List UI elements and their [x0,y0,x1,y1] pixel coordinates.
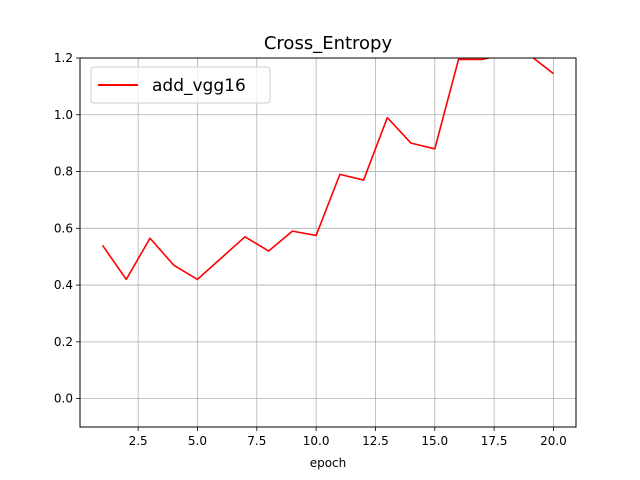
chart-title: Cross_Entropy [264,33,393,54]
x-tick-label: 2.5 [129,434,148,448]
x-axis-label: epoch [310,456,347,470]
y-tick-label: 0.2 [54,335,73,349]
legend: add_vgg16 [90,66,271,104]
x-tick-label: 17.5 [481,434,508,448]
y-tick-label: 1.2 [54,51,73,65]
x-tick-label: 15.0 [421,434,448,448]
x-tick-label: 5.0 [188,434,207,448]
y-tick-label: 0.8 [54,165,73,179]
y-axis: 0.0 0.2 0.4 0.6 0.8 1.0 1.2 [54,51,80,406]
x-axis: 2.5 5.0 7.5 10.0 12.5 15.0 17.5 20.0 [129,427,567,448]
x-tick-label: 12.5 [362,434,389,448]
y-tick-label: 0.0 [54,392,73,406]
y-tick-label: 0.4 [54,278,73,292]
plot-frame [79,57,577,428]
legend-label-add-vgg16: add_vgg16 [152,76,246,96]
y-tick-label: 0.6 [54,221,73,235]
series-line-add-vgg16 [101,58,554,281]
x-tick-label: 10.0 [303,434,330,448]
x-tick-label: 20.0 [540,434,567,448]
y-tick-label: 1.0 [54,108,73,122]
series-layer [101,58,554,281]
legend-box [90,66,271,104]
x-tick-label: 7.5 [247,434,266,448]
